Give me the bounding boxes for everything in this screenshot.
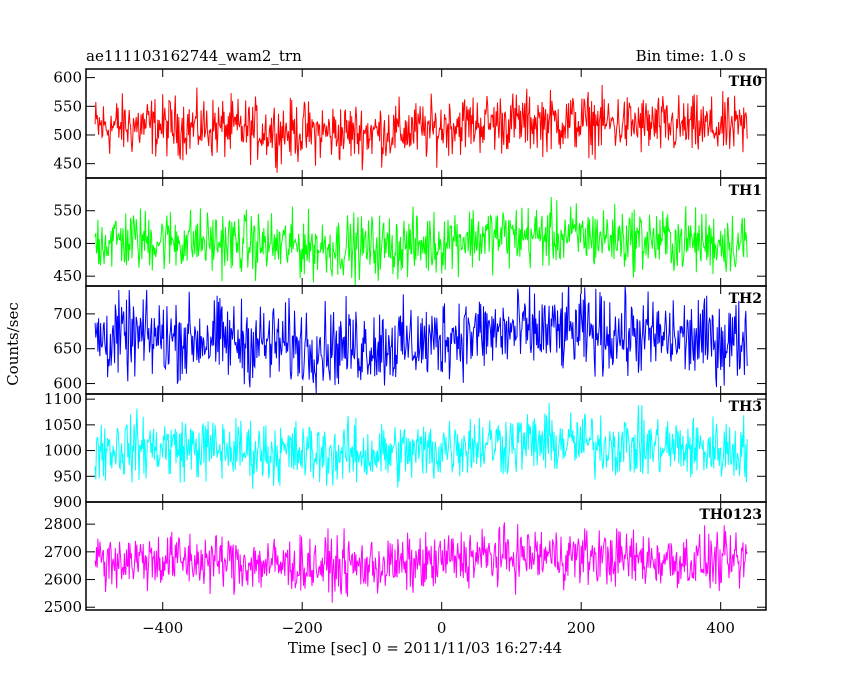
y-tick-label: 950 bbox=[53, 467, 82, 485]
y-tick-label: 700 bbox=[53, 305, 82, 323]
panel-th0123: 2500 2600 2700 2800 TH0123 bbox=[44, 501, 767, 616]
y-tick-label: 2500 bbox=[44, 598, 82, 616]
y-tick-label: 2800 bbox=[44, 515, 82, 533]
panel-th2: 600 650 700 TH2 bbox=[53, 285, 767, 395]
x-tick-label: −200 bbox=[282, 619, 323, 637]
y-tick-label: 2600 bbox=[44, 571, 82, 589]
y-tick-label: 600 bbox=[53, 375, 82, 393]
y-tick-label: 1050 bbox=[44, 416, 82, 434]
y-tick-label: 600 bbox=[53, 69, 82, 87]
x-tick-label: −400 bbox=[142, 619, 183, 637]
panel-label-th0: TH0 bbox=[729, 74, 763, 90]
series-line-th3 bbox=[94, 402, 748, 489]
series-line-th0123 bbox=[94, 522, 748, 603]
y-tick-label: 650 bbox=[53, 340, 82, 358]
y-tick-label: 500 bbox=[53, 126, 82, 144]
panel-frame bbox=[85, 501, 767, 611]
y-tick-label: 500 bbox=[53, 234, 82, 252]
series-line-th0 bbox=[94, 84, 748, 173]
y-tick-label: 1000 bbox=[44, 442, 82, 460]
bin-time-label: Bin time: 1.0 s bbox=[636, 47, 746, 65]
y-tick-label: 450 bbox=[53, 267, 82, 285]
panel-th3: 900 950 1000 1050 1100 TH3 bbox=[44, 390, 767, 511]
panel-label-th3: TH3 bbox=[729, 399, 762, 415]
panel-label-th0123: TH0123 bbox=[699, 507, 762, 523]
panels-group: 450 500 550 600 TH0 450 500 550 TH1 600 650 700 TH2 9… bbox=[44, 68, 767, 616]
chart-title: ae111103162744_wam2_trn bbox=[86, 47, 302, 65]
x-tick-label: 0 bbox=[437, 619, 447, 637]
y-tick-label: 550 bbox=[53, 202, 82, 220]
panel-th1: 450 500 550 TH1 bbox=[53, 177, 767, 287]
y-tick-label: 1100 bbox=[44, 390, 82, 408]
panel-label-th2: TH2 bbox=[729, 291, 762, 307]
panel-label-th1: TH1 bbox=[729, 183, 762, 199]
y-tick-label: 550 bbox=[53, 97, 82, 115]
x-tick-label: 400 bbox=[706, 619, 735, 637]
panel-th0: 450 500 550 600 TH0 bbox=[53, 68, 767, 179]
y-tick-label: 900 bbox=[53, 493, 82, 511]
y-axis-label: Counts/sec bbox=[4, 302, 22, 386]
x-tick-label: 200 bbox=[567, 619, 596, 637]
y-tick-label: 2700 bbox=[44, 543, 82, 561]
y-tick-label: 450 bbox=[53, 155, 82, 173]
series-line-th1 bbox=[94, 196, 748, 286]
x-axis: −400 −200 0 200 400 bbox=[142, 619, 735, 637]
x-axis-label: Time [sec] 0 = 2011/11/03 16:27:44 bbox=[288, 639, 562, 657]
series-line-th2 bbox=[94, 286, 748, 394]
